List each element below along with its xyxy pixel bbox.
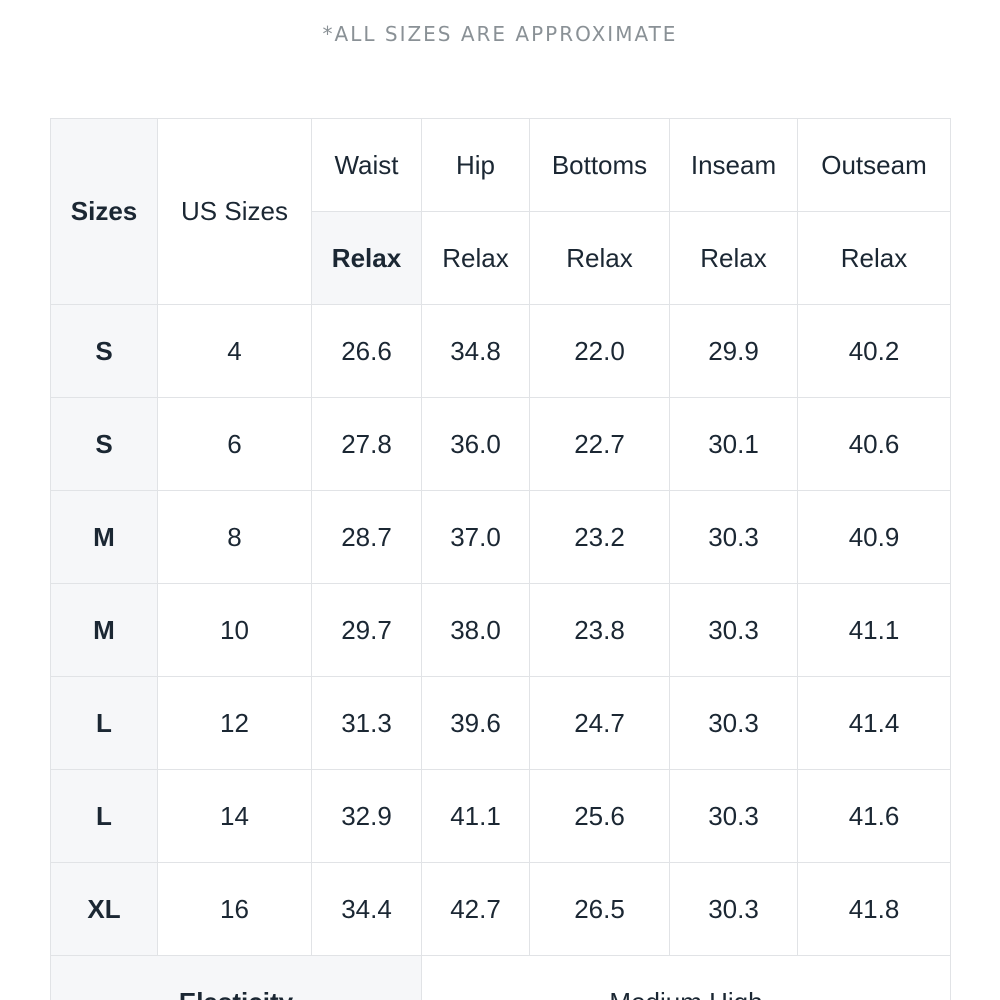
- inseam-cell: 30.1: [669, 397, 798, 491]
- size-cell: M: [50, 490, 158, 584]
- size-chart-table: Sizes US Sizes Waist Hip Bottoms Inseam …: [50, 118, 951, 1000]
- bottoms-cell: 24.7: [529, 676, 670, 770]
- bottoms-cell: 23.8: [529, 583, 670, 677]
- waist-cell: 26.6: [311, 304, 422, 398]
- size-cell: L: [50, 676, 158, 770]
- table-row: XL 16 34.4 42.7 26.5 30.3 41.8: [50, 862, 951, 956]
- table-row: M 8 28.7 37.0 23.2 30.3 40.9: [50, 490, 951, 584]
- inseam-cell: 30.3: [669, 490, 798, 584]
- us-size-cell: 10: [157, 583, 312, 677]
- us-size-cell: 12: [157, 676, 312, 770]
- table-row: S 4 26.6 34.8 22.0 29.9 40.2: [50, 304, 951, 398]
- bottoms-cell: 22.7: [529, 397, 670, 491]
- hip-cell: 41.1: [421, 769, 530, 863]
- header-sizes: Sizes: [50, 118, 158, 305]
- bottoms-cell: 22.0: [529, 304, 670, 398]
- hip-cell: 38.0: [421, 583, 530, 677]
- outseam-cell: 40.6: [797, 397, 951, 491]
- table-row: M 10 29.7 38.0 23.8 30.3 41.1: [50, 583, 951, 677]
- header-inseam: Inseam: [669, 118, 798, 212]
- table-row: S 6 27.8 36.0 22.7 30.1 40.6: [50, 397, 951, 491]
- waist-cell: 27.8: [311, 397, 422, 491]
- header-waist: Waist: [311, 118, 422, 212]
- bottoms-cell: 23.2: [529, 490, 670, 584]
- outseam-cell: 41.8: [797, 862, 951, 956]
- waist-cell: 29.7: [311, 583, 422, 677]
- subheader-inseam-fit: Relax: [669, 211, 798, 305]
- hip-cell: 34.8: [421, 304, 530, 398]
- us-size-cell: 16: [157, 862, 312, 956]
- bottoms-cell: 26.5: [529, 862, 670, 956]
- size-cell: XL: [50, 862, 158, 956]
- inseam-cell: 29.9: [669, 304, 798, 398]
- us-size-cell: 6: [157, 397, 312, 491]
- us-size-cell: 8: [157, 490, 312, 584]
- subheader-hip-fit: Relax: [421, 211, 530, 305]
- inseam-cell: 30.3: [669, 676, 798, 770]
- elasticity-label: Elasticity: [50, 955, 422, 1000]
- outseam-cell: 40.2: [797, 304, 951, 398]
- subheader-bottoms-fit: Relax: [529, 211, 670, 305]
- header-bottoms: Bottoms: [529, 118, 670, 212]
- hip-cell: 36.0: [421, 397, 530, 491]
- size-cell: S: [50, 304, 158, 398]
- outseam-cell: 40.9: [797, 490, 951, 584]
- hip-cell: 37.0: [421, 490, 530, 584]
- hip-cell: 39.6: [421, 676, 530, 770]
- waist-cell: 34.4: [311, 862, 422, 956]
- elasticity-value: Medium High: [421, 955, 951, 1000]
- subheader-waist-fit: Relax: [311, 211, 422, 305]
- size-cell: L: [50, 769, 158, 863]
- bottoms-cell: 25.6: [529, 769, 670, 863]
- header-us-sizes: US Sizes: [157, 118, 312, 305]
- inseam-cell: 30.3: [669, 583, 798, 677]
- size-cell: M: [50, 583, 158, 677]
- outseam-cell: 41.6: [797, 769, 951, 863]
- waist-cell: 32.9: [311, 769, 422, 863]
- elasticity-row: Elasticity Medium High: [50, 955, 951, 1000]
- header-row: Sizes US Sizes Waist Hip Bottoms Inseam …: [50, 118, 951, 305]
- header-outseam: Outseam: [797, 118, 951, 212]
- us-size-cell: 4: [157, 304, 312, 398]
- hip-cell: 42.7: [421, 862, 530, 956]
- inseam-cell: 30.3: [669, 862, 798, 956]
- outseam-cell: 41.1: [797, 583, 951, 677]
- table-row: L 12 31.3 39.6 24.7 30.3 41.4: [50, 676, 951, 770]
- waist-cell: 31.3: [311, 676, 422, 770]
- inseam-cell: 30.3: [669, 769, 798, 863]
- table-row: L 14 32.9 41.1 25.6 30.3 41.6: [50, 769, 951, 863]
- us-size-cell: 14: [157, 769, 312, 863]
- waist-cell: 28.7: [311, 490, 422, 584]
- approximate-sizes-note: *ALL SIZES ARE APPROXIMATE: [322, 22, 678, 46]
- subheader-outseam-fit: Relax: [797, 211, 951, 305]
- subheader-row: Relax Relax Relax Relax Relax: [51, 211, 951, 305]
- size-cell: S: [50, 397, 158, 491]
- outseam-cell: 41.4: [797, 676, 951, 770]
- header-hip: Hip: [421, 118, 530, 212]
